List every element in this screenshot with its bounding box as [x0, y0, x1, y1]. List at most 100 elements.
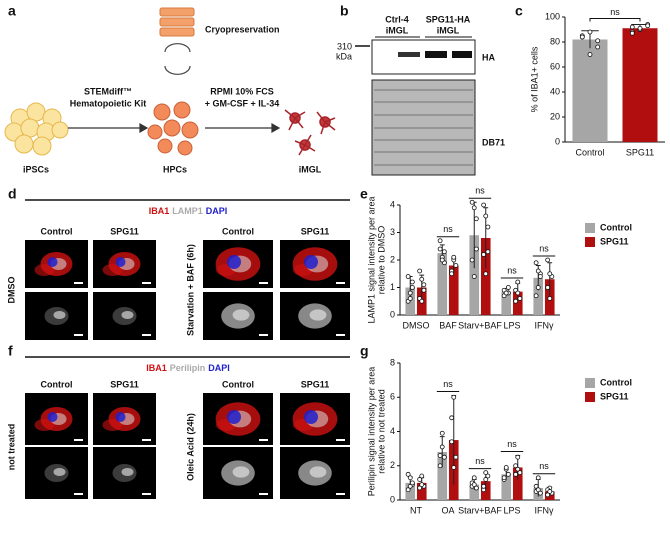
- data-point: [535, 285, 541, 290]
- data-point: [453, 263, 459, 268]
- nucleus: [115, 257, 126, 267]
- band-label: HA: [482, 52, 495, 62]
- data-point: [419, 473, 425, 479]
- data-point: [471, 205, 477, 211]
- data-point: [409, 480, 415, 486]
- bar: [512, 291, 523, 315]
- significance-label: ns: [443, 379, 453, 389]
- column-label: Control: [41, 379, 73, 389]
- x-tick-label: DMSO: [403, 320, 430, 330]
- micrograph: [280, 292, 350, 340]
- data-point: [449, 439, 455, 445]
- stain-name: LAMP1: [172, 206, 203, 216]
- data-point: [451, 465, 457, 470]
- data-point: [545, 285, 551, 290]
- bar: [501, 474, 512, 500]
- diagram-shapes: [4, 7, 336, 156]
- data-point: [547, 296, 553, 301]
- micrograph: [25, 292, 88, 340]
- data-point: [503, 465, 509, 470]
- cell: [102, 264, 123, 276]
- bar: [437, 253, 448, 315]
- data-point: [537, 274, 543, 279]
- data-point: [517, 296, 523, 301]
- data-point: [637, 25, 643, 31]
- y-tick-label: 80: [550, 36, 560, 46]
- y-tick-label: 2: [390, 254, 395, 264]
- data-point: [419, 482, 425, 487]
- data-point: [587, 52, 593, 57]
- micrograph: [203, 292, 273, 340]
- data-point: [405, 471, 411, 477]
- data-point: [471, 482, 477, 487]
- y-tick-label: 3: [390, 227, 395, 237]
- nucleus: [115, 412, 126, 422]
- data-point: [437, 246, 443, 252]
- y-axis-label: LAMP1 signal intensity per area: [366, 196, 376, 323]
- nucleus: [304, 410, 318, 424]
- y-tick-label: 0: [390, 494, 395, 504]
- data-point: [439, 444, 445, 450]
- bar: [480, 238, 491, 315]
- y-axis-label: relative to DMSO: [376, 226, 386, 295]
- stain-title: IBA1 LAMP1 DAPI: [149, 206, 228, 216]
- data-point: [407, 296, 413, 301]
- data-point: [515, 466, 521, 472]
- x-tick-label: IFNγ: [535, 505, 554, 515]
- data-point: [513, 463, 519, 469]
- stage-label: HPCs: [163, 164, 187, 174]
- x-tick-label: IFNγ: [535, 320, 554, 330]
- data-point: [441, 249, 447, 255]
- y-axis-label: Perilipin signal intensity per area: [366, 367, 376, 497]
- micrograph: [25, 393, 88, 445]
- stage-label: iMGL: [299, 164, 322, 174]
- diagram-text: RPMI 10% FCS: [210, 86, 274, 96]
- data-point: [419, 298, 425, 304]
- significance-label: ns: [507, 265, 517, 275]
- stain-name: Perilipin: [170, 363, 206, 373]
- row-label: Oleic Acid (24h): [185, 413, 195, 481]
- cell-signal: [121, 311, 134, 319]
- nucleus: [304, 255, 318, 269]
- column-label: SPG11: [301, 226, 330, 236]
- data-point: [505, 471, 511, 477]
- data-point: [485, 473, 491, 479]
- x-tick-label: Starv+BAF: [458, 320, 502, 330]
- bar: [622, 28, 658, 142]
- data-point: [437, 463, 443, 469]
- cell-signal: [232, 466, 250, 478]
- y-tick-label: 0: [555, 136, 560, 146]
- data-point: [449, 415, 455, 421]
- stain-name: DAPI: [206, 206, 228, 216]
- data-point: [533, 293, 539, 299]
- micrograph: [280, 240, 350, 288]
- panel-label: c: [515, 3, 523, 19]
- data-point: [453, 454, 459, 460]
- column-label: Control: [222, 226, 254, 236]
- data-point: [473, 246, 479, 252]
- nucleus: [227, 410, 241, 424]
- data-point: [645, 23, 651, 29]
- bar: [416, 482, 427, 500]
- y-tick-label: 20: [550, 111, 560, 121]
- panel-label: d: [8, 186, 17, 202]
- data-point: [407, 475, 413, 481]
- panel-label: e: [360, 186, 368, 202]
- bar: [512, 467, 523, 500]
- cell-signal: [121, 468, 134, 476]
- stain-name: IBA1: [149, 206, 170, 216]
- bar: [469, 484, 480, 500]
- data-point: [417, 485, 423, 491]
- cell: [34, 419, 55, 431]
- column-label: Control: [41, 226, 73, 236]
- column-label: SPG11: [110, 379, 139, 389]
- legend-swatch: [585, 237, 595, 247]
- legend-label: SPG11: [600, 391, 629, 401]
- y-tick-label: 60: [550, 61, 560, 71]
- column-label: SPG11: [301, 379, 330, 389]
- data-point: [407, 290, 413, 296]
- cell-signal: [53, 468, 66, 476]
- y-axis-label: relative to not treated: [376, 389, 386, 474]
- data-point: [629, 24, 635, 30]
- data-point: [535, 487, 541, 493]
